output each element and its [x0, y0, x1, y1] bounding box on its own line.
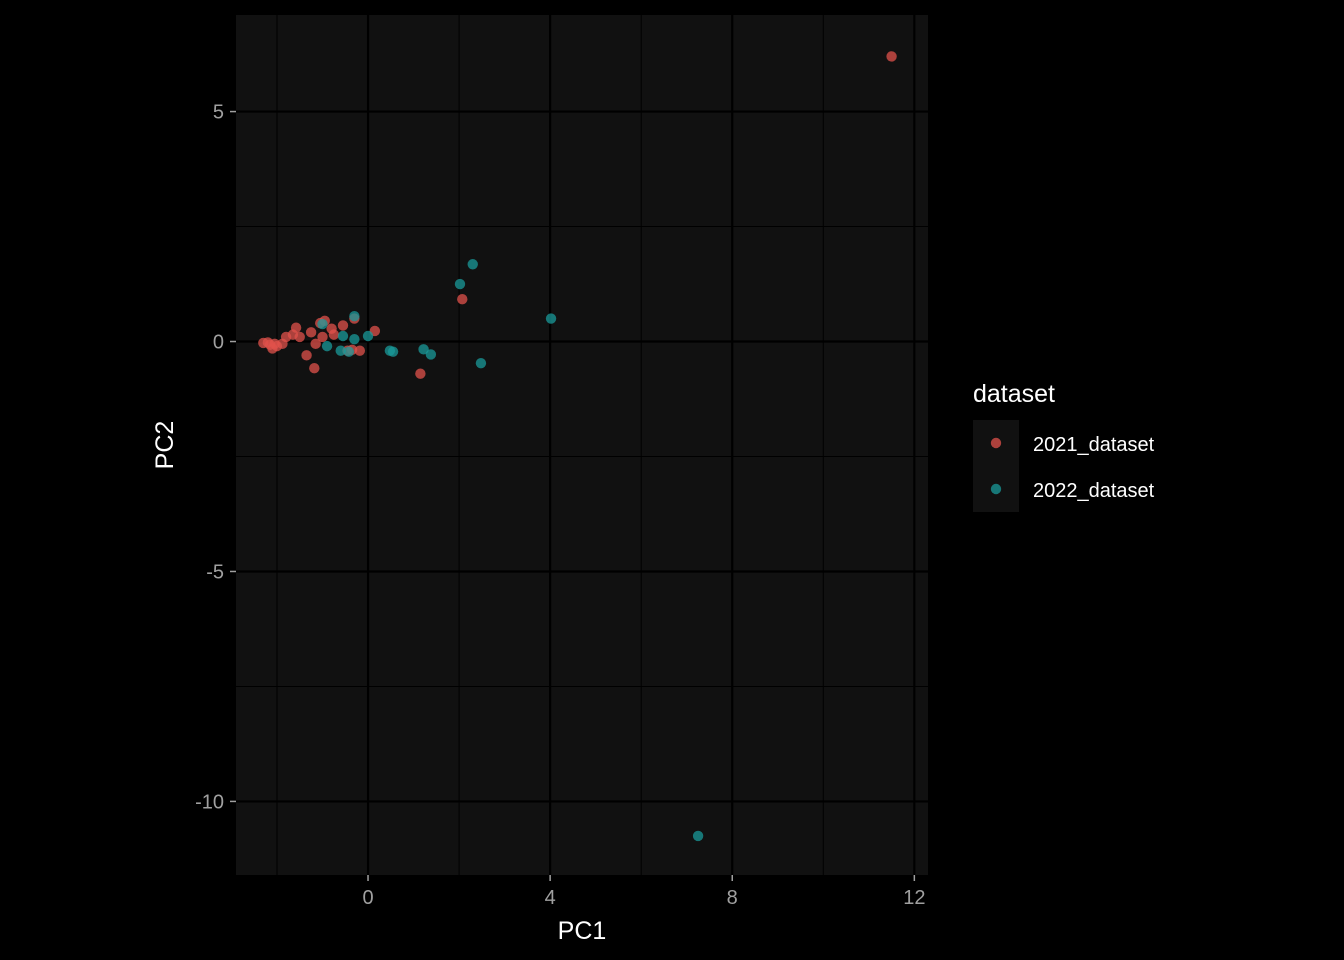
scatter-plot-figure: 0 4 8 12 5 0 -5 -10 PC1 PC2 dataset 2021_datase… [139, 0, 1205, 960]
data-point [310, 338, 321, 350]
data-point [454, 278, 466, 290]
scatter-plot: 0 4 8 12 5 0 -5 -10 PC1 PC2 dataset 2021_datase… [151, 15, 1155, 945]
data-point [349, 311, 360, 322]
legend-key [990, 437, 1002, 449]
data-point [317, 331, 328, 343]
y-axis-title: PC2 [151, 421, 179, 470]
legend-label: 2021_dataset [1033, 434, 1155, 456]
legend-label: 2022_dataset [1033, 480, 1155, 502]
x-tick-label: 12 [903, 887, 925, 909]
data-point [349, 334, 360, 345]
y-tick-label: 5 [213, 102, 224, 124]
data-point [326, 323, 337, 334]
x-tick-label: 8 [727, 887, 738, 909]
legend-item: 2021_dataset [990, 434, 1155, 456]
data-point [309, 362, 320, 374]
data-point [301, 350, 312, 361]
y-tick-label: -5 [206, 561, 224, 583]
legend-item: 2022_dataset [990, 480, 1155, 502]
data-point [343, 346, 355, 357]
data-point [362, 330, 374, 342]
data-point [418, 344, 429, 355]
plot-panel [236, 15, 928, 875]
data-point [457, 294, 468, 305]
data-point [384, 345, 396, 356]
y-tick-label: -10 [195, 791, 224, 813]
data-point [475, 357, 487, 369]
data-point [545, 313, 557, 324]
data-point [886, 51, 897, 62]
data-point [692, 830, 704, 842]
x-tick-label: 0 [362, 887, 373, 909]
data-point [337, 320, 349, 331]
x-axis-title: PC1 [558, 917, 607, 945]
data-point [354, 345, 366, 356]
legend-title: dataset [973, 380, 1055, 408]
data-point [467, 259, 478, 270]
data-point [317, 318, 328, 330]
x-tick-label: 4 [545, 887, 556, 909]
data-point [425, 349, 437, 360]
y-tick-label: 0 [213, 332, 224, 354]
legend-key [990, 483, 1002, 495]
legend: dataset 2021_dataset 2022_dataset [973, 380, 1155, 512]
data-point [337, 330, 349, 342]
data-point [321, 340, 333, 352]
series-2022_dataset [317, 259, 704, 842]
data-point [258, 337, 269, 349]
data-point [305, 327, 317, 338]
data-point [415, 368, 426, 379]
data-point [335, 345, 346, 356]
